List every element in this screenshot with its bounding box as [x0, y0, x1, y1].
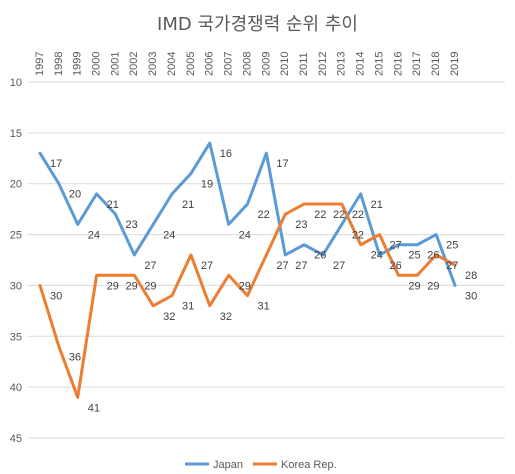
data-label: 19: [201, 179, 213, 191]
y-tick-label: 25: [10, 230, 22, 242]
data-label: 27: [201, 260, 213, 272]
data-label: 22: [352, 209, 364, 221]
x-tick-label: 1999: [72, 52, 84, 76]
data-label: 27: [446, 260, 458, 272]
data-label: 24: [163, 229, 175, 241]
data-label: 20: [69, 189, 81, 201]
data-label: 22: [333, 209, 345, 221]
data-label: 16: [220, 148, 232, 160]
y-axis-ticks: 10 15 20 25 30 35 40 45: [10, 77, 22, 445]
data-labels: 17 20 24 21 23 27 24 21 19 16 24 22 17 27 26 27 22 21 26 25…: [50, 148, 477, 414]
data-label: 22: [314, 209, 326, 221]
x-tick-label: 2010: [279, 52, 291, 76]
x-tick-label: 2005: [185, 52, 197, 76]
data-label: 29: [107, 280, 119, 292]
data-label: 22: [352, 229, 364, 241]
y-tick-label: 10: [10, 77, 22, 89]
y-tick-label: 20: [10, 179, 22, 191]
x-tick-label: 2001: [109, 52, 121, 76]
x-tick-label: 2000: [90, 52, 102, 76]
series-line-korea: [38, 202, 457, 399]
data-label: 23: [295, 219, 307, 231]
chart-title: IMD 국가경쟁력 순위 추이: [157, 14, 358, 35]
data-label: 26: [314, 250, 326, 262]
x-tick-label: 2009: [260, 52, 272, 76]
legend: Japan Korea Rep.: [185, 459, 337, 471]
y-tick-label: 15: [10, 128, 22, 140]
data-label: 29: [144, 280, 156, 292]
data-label: 32: [163, 311, 175, 323]
data-label: 29: [408, 280, 420, 292]
y-tick-label: 40: [10, 382, 22, 394]
data-label: 25: [408, 250, 420, 262]
x-tick-label: 2011: [298, 52, 310, 76]
data-label: 24: [371, 250, 383, 262]
data-label: 21: [371, 199, 383, 211]
data-label: 27: [333, 260, 345, 272]
x-tick-label: 2019: [449, 52, 461, 76]
x-tick-label: 2015: [373, 52, 385, 76]
x-tick-label: 2008: [241, 52, 253, 76]
data-label: 29: [427, 280, 439, 292]
data-label: 41: [88, 402, 100, 414]
data-label: 29: [125, 280, 137, 292]
data-label: 24: [239, 229, 251, 241]
gridlines: [28, 81, 505, 439]
data-label: 27: [390, 240, 402, 252]
data-label: 26: [427, 250, 439, 262]
x-tick-label: 2007: [223, 52, 235, 76]
data-label: 31: [182, 301, 194, 313]
data-label: 27: [276, 260, 288, 272]
x-tick-label: 2004: [166, 52, 178, 76]
data-label: 17: [276, 158, 288, 170]
data-label: 30: [50, 290, 62, 302]
data-label: 31: [258, 301, 270, 313]
x-tick-label: 1997: [34, 52, 46, 76]
x-tick-label: 2013: [336, 52, 348, 76]
data-label: 27: [295, 260, 307, 272]
x-tick-label: 2017: [411, 52, 423, 76]
data-label: 22: [258, 209, 270, 221]
data-label: 25: [446, 240, 458, 252]
x-tick-label: 2016: [392, 52, 404, 76]
data-label: 28: [465, 270, 477, 282]
legend-label: Japan: [213, 459, 243, 471]
data-label: 36: [69, 351, 81, 363]
y-tick-label: 35: [10, 331, 22, 343]
legend-label: Korea Rep.: [281, 459, 337, 471]
data-label: 30: [465, 290, 477, 302]
data-label: 29: [239, 280, 251, 292]
data-label: 26: [390, 260, 402, 272]
x-tick-label: 2018: [430, 52, 442, 76]
data-label: 21: [182, 199, 194, 211]
data-label: 27: [144, 260, 156, 272]
x-tick-label: 2006: [204, 52, 216, 76]
x-tick-label: 2003: [147, 52, 159, 76]
data-label: 21: [107, 199, 119, 211]
data-label: 24: [88, 229, 100, 241]
data-label: 32: [220, 311, 232, 323]
x-tick-label: 2014: [355, 52, 367, 76]
x-tick-label: 1998: [53, 52, 65, 76]
x-tick-label: 2012: [317, 52, 329, 76]
series-lines: [38, 141, 457, 399]
y-tick-label: 45: [10, 433, 22, 445]
y-tick-label: 30: [10, 280, 22, 292]
x-tick-label: 2002: [128, 52, 140, 76]
data-label: 17: [50, 158, 62, 170]
data-label: 23: [125, 219, 137, 231]
x-axis-ticks: 1997 1998 1999 2000 2001 2002 2003 2004 2005 2006…: [34, 52, 461, 76]
